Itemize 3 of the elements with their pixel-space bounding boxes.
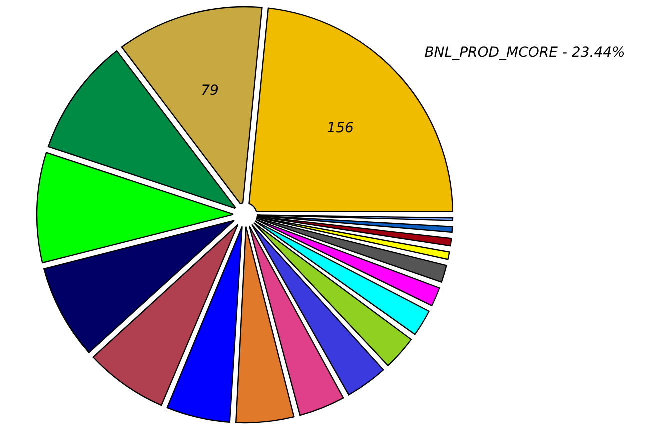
text: BNL_PROD_MCORE - 23.44% [424, 45, 626, 61]
data-label: 156 [327, 120, 354, 136]
data-label: 79 [201, 82, 219, 99]
